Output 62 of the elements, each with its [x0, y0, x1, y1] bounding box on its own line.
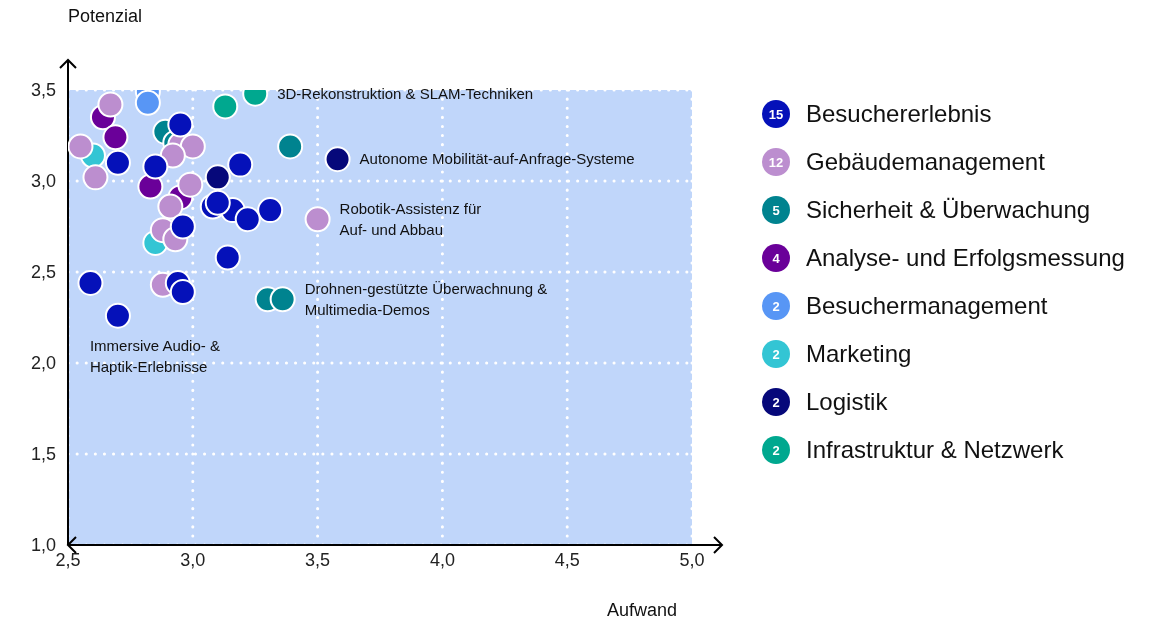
point: [257, 197, 284, 224]
y-tick-label: 1,5: [30, 444, 56, 465]
legend-label: Marketing: [806, 340, 912, 368]
text: 12: [762, 148, 790, 176]
point: [179, 133, 206, 160]
point: [204, 189, 231, 216]
y-tick-label: 2,5: [30, 262, 56, 283]
y-axis-title: Potenzial: [68, 6, 143, 27]
point: [167, 111, 194, 138]
point: [104, 149, 131, 176]
point: [169, 279, 196, 306]
y-tick-label: 1,0: [30, 535, 56, 556]
annotation: Immersive Audio- & Haptik-Erlebnisse: [89, 336, 220, 375]
annotation: Robotik-Assistenz für Auf- und Abbau: [339, 200, 482, 239]
point: [97, 91, 124, 118]
point: [142, 153, 169, 180]
point: [102, 124, 129, 151]
text: 2: [762, 340, 790, 368]
point: [134, 90, 161, 116]
y-tick-label: 2,0: [30, 353, 56, 374]
legend-label: Infrastruktur & Netzwerk: [806, 436, 1064, 464]
point: [169, 213, 196, 240]
legend-label: Besuchererlebnis: [806, 100, 992, 128]
annotation: 3D-Rekonstruktion & SLAM-Techniken: [277, 84, 534, 102]
text: 15: [762, 100, 790, 128]
point: [157, 193, 184, 220]
point: [137, 173, 164, 200]
x-tick-label: 2,5: [55, 549, 81, 570]
point: [277, 133, 304, 160]
point: [77, 269, 104, 296]
text: 2: [762, 436, 790, 464]
point: [304, 206, 331, 233]
point: [177, 171, 204, 198]
point: [82, 164, 109, 191]
point: [214, 244, 241, 271]
legend-label: Gebäudemanagement: [806, 148, 1045, 176]
point: [212, 93, 239, 120]
text: 2: [762, 292, 790, 320]
text: 2: [762, 388, 790, 416]
point: [104, 302, 131, 329]
text: 5: [762, 196, 790, 224]
y-tick-label: 3,5: [30, 80, 56, 101]
x-tick-label: 4,5: [554, 549, 580, 570]
point: [324, 146, 351, 173]
legend-label: Sicherheit & Überwachung: [806, 196, 1091, 224]
text: 4: [762, 244, 790, 272]
point: [269, 286, 296, 313]
legend-label: Besuchermanagement: [806, 292, 1048, 320]
y-tick-label: 3,0: [30, 171, 56, 192]
x-tick-label: 3,0: [180, 549, 206, 570]
x-axis-title: Aufwand: [607, 600, 678, 621]
legend-label: Logistik: [806, 388, 888, 416]
annotation: Autonome Mobilität-auf-Anfrage-Systeme: [359, 150, 635, 168]
x-tick-label: 4,0: [429, 549, 455, 570]
x-tick-label: 3,5: [305, 549, 331, 570]
point: [204, 164, 231, 191]
x-tick-label: 5,0: [679, 549, 705, 570]
legend-label: Analyse- und Erfolgsmessung: [806, 244, 1125, 272]
point: [227, 151, 254, 178]
annotation: Drohnen-gestützte Überwachnung & Multimedia-Demos: [304, 280, 548, 319]
point: [234, 206, 261, 233]
point: [68, 133, 94, 160]
